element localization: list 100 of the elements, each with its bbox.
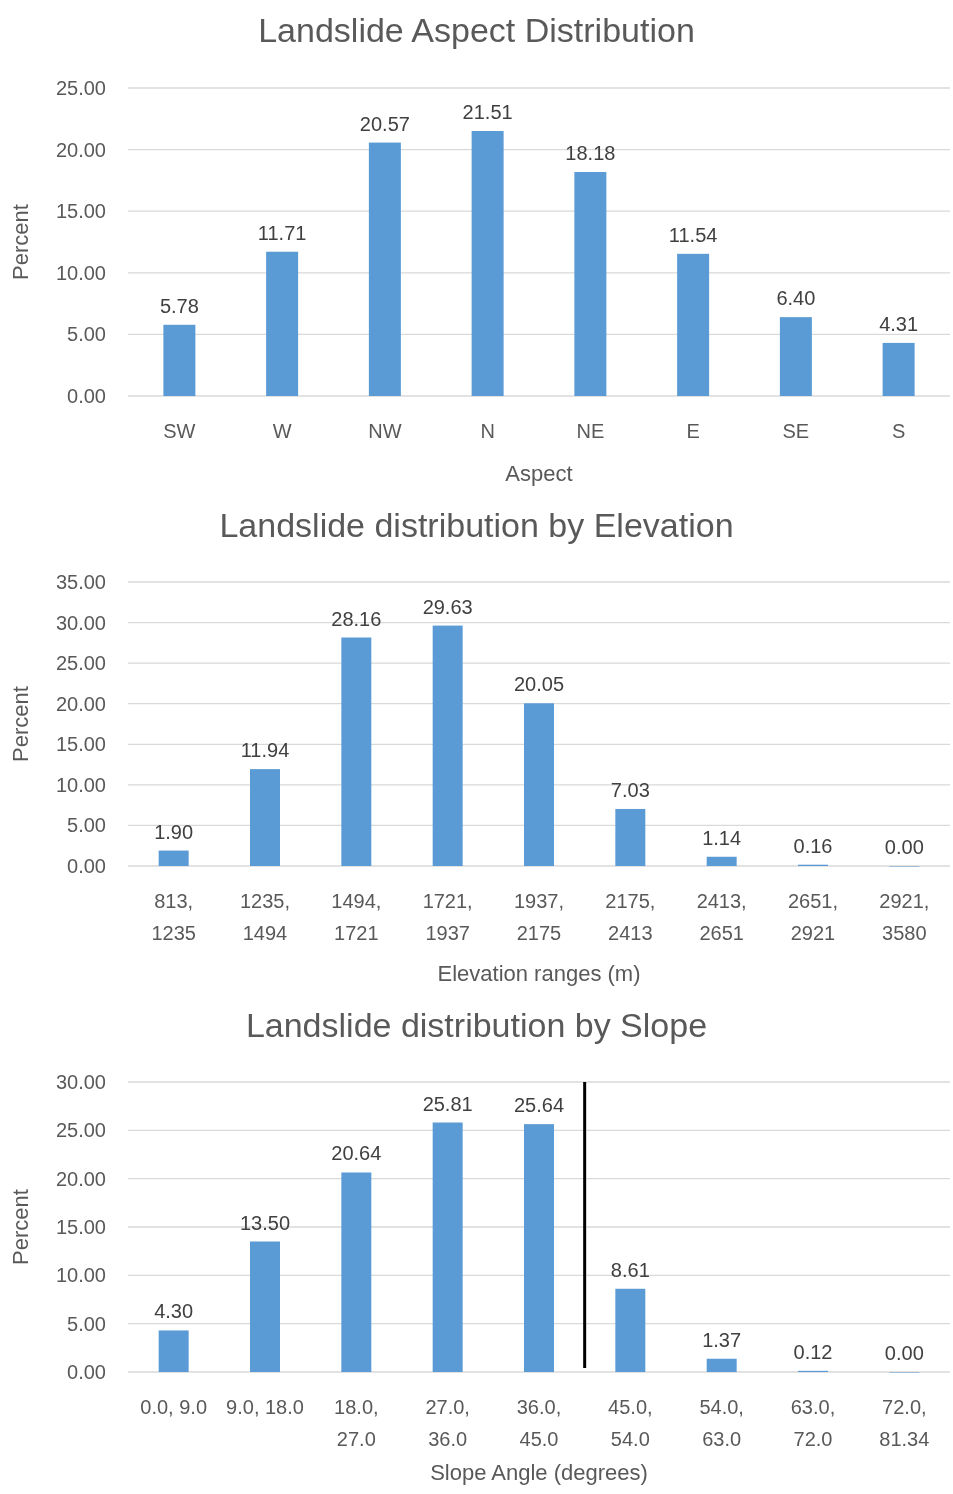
y-tick-label: 0.00 <box>67 385 106 407</box>
data-label: 1.14 <box>702 826 742 849</box>
y-tick-label: 0.00 <box>67 1361 106 1383</box>
data-label: 20.05 <box>513 673 565 696</box>
x-tick-label: 2921, 3580 <box>879 890 930 944</box>
x-tick-label: 1721, 1937 <box>422 890 473 944</box>
bar <box>524 703 554 866</box>
data-label: 6.40 <box>776 287 816 310</box>
y-tick-label: 20.00 <box>55 1167 106 1190</box>
data-label: 1.37 <box>702 1328 742 1351</box>
y-tick-label: 30.00 <box>55 1071 106 1093</box>
data-label: 11.71 <box>257 221 307 244</box>
chart-title: Landslide distribution by Slope <box>245 1006 708 1044</box>
y-tick-label: 25.00 <box>55 77 106 99</box>
data-label: 11.94 <box>240 739 290 762</box>
bar <box>706 856 737 866</box>
chart-title: Landslide distribution by Elevation <box>219 506 734 544</box>
x-tick-label: SE <box>782 420 810 442</box>
x-tick-label: S <box>891 420 906 442</box>
data-label: 25.81 <box>422 1092 473 1115</box>
bar <box>615 1288 646 1372</box>
data-label: 8.61 <box>610 1258 650 1281</box>
bar <box>158 850 189 866</box>
data-label: 0.12 <box>793 1340 833 1363</box>
x-tick-label: 2413, 2651 <box>696 890 747 944</box>
y-tick-label: 20.00 <box>55 692 106 715</box>
bar <box>341 1172 372 1372</box>
x-tick-label: E <box>686 420 700 442</box>
x-axis-title: Aspect <box>505 461 573 486</box>
bar <box>158 1330 189 1372</box>
bar <box>341 637 372 866</box>
bar <box>706 1358 737 1372</box>
data-label: 0.16 <box>793 834 833 857</box>
x-tick-label: SW <box>163 420 196 442</box>
y-tick-label: 10.00 <box>55 773 106 796</box>
x-tick-label: 72.0, 81.34 <box>879 1396 930 1450</box>
bar <box>882 342 915 396</box>
data-label: 20.57 <box>359 112 410 135</box>
data-label: 28.16 <box>331 607 382 630</box>
bar <box>779 317 812 396</box>
x-tick-label: 1235, 1494 <box>239 890 291 944</box>
bar <box>432 625 463 866</box>
data-label: 7.03 <box>610 778 650 801</box>
y-tick-label: 15.00 <box>55 200 106 223</box>
bar <box>615 808 646 866</box>
data-label: 0.00 <box>884 1342 924 1364</box>
y-tick-label: 15.00 <box>55 733 106 756</box>
bar <box>163 324 196 396</box>
x-tick-label: NW <box>368 420 402 442</box>
y-tick-label: 0.00 <box>67 855 106 877</box>
x-tick-label: 27.0, 36.0 <box>425 1396 470 1450</box>
x-tick-label: 9.0, 18.0 <box>226 1396 304 1418</box>
bar <box>574 172 607 396</box>
y-tick-label: 25.00 <box>55 652 106 675</box>
y-tick-label: 10.00 <box>55 261 106 284</box>
x-tick-label: 1494, 1721 <box>331 890 382 944</box>
y-tick-label: 35.00 <box>55 571 106 593</box>
x-tick-label: 36.0, 45.0 <box>516 1396 562 1450</box>
y-tick-label: 20.00 <box>55 138 106 161</box>
x-axis-title: Slope Angle (degrees) <box>430 1460 648 1485</box>
bar <box>432 1122 463 1372</box>
x-tick-label: 45.0, 54.0 <box>608 1396 653 1450</box>
x-tick-label: 18.0, 27.0 <box>334 1396 379 1450</box>
bar <box>524 1124 554 1372</box>
data-label: 1.90 <box>154 820 194 843</box>
x-tick-label: N <box>480 420 495 442</box>
data-label: 29.63 <box>422 595 473 618</box>
bar <box>677 253 710 396</box>
x-tick-label: 0.0, 9.0 <box>140 1396 208 1418</box>
x-tick-label: NE <box>576 420 605 442</box>
data-label: 25.64 <box>513 1094 565 1117</box>
x-tick-label: 63.0, 72.0 <box>790 1396 836 1450</box>
x-tick-label: 1937, 2175 <box>513 890 565 944</box>
y-tick-label: 25.00 <box>55 1119 106 1142</box>
y-tick-label: 5.00 <box>67 323 106 346</box>
x-tick-label: 2175, 2413 <box>605 890 656 944</box>
data-label: 4.31 <box>879 312 919 335</box>
y-tick-label: 5.00 <box>67 814 106 837</box>
x-axis-title: Elevation ranges (m) <box>437 961 641 986</box>
y-axis-title: Percent <box>8 686 33 762</box>
data-label: 4.30 <box>154 1300 194 1323</box>
bar <box>250 769 280 866</box>
bar <box>266 251 299 396</box>
y-tick-label: 10.00 <box>55 1264 106 1287</box>
data-label: 20.64 <box>331 1142 382 1165</box>
bar <box>368 142 401 396</box>
x-tick-label: W <box>272 420 292 442</box>
x-tick-label: 54.0, 63.0 <box>699 1396 744 1450</box>
bar <box>471 131 504 396</box>
data-label: 5.78 <box>159 294 199 317</box>
x-tick-label: 2651, 2921 <box>787 890 839 944</box>
y-tick-label: 5.00 <box>67 1312 106 1335</box>
x-tick-label: 813, 1235 <box>151 890 196 944</box>
y-axis-title: Percent <box>8 204 33 280</box>
bar <box>250 1241 280 1372</box>
y-axis-title: Percent <box>8 1189 33 1265</box>
data-label: 0.00 <box>884 836 924 858</box>
data-label: 18.18 <box>565 142 616 165</box>
y-tick-label: 15.00 <box>55 1216 106 1238</box>
y-tick-label: 30.00 <box>55 611 106 634</box>
